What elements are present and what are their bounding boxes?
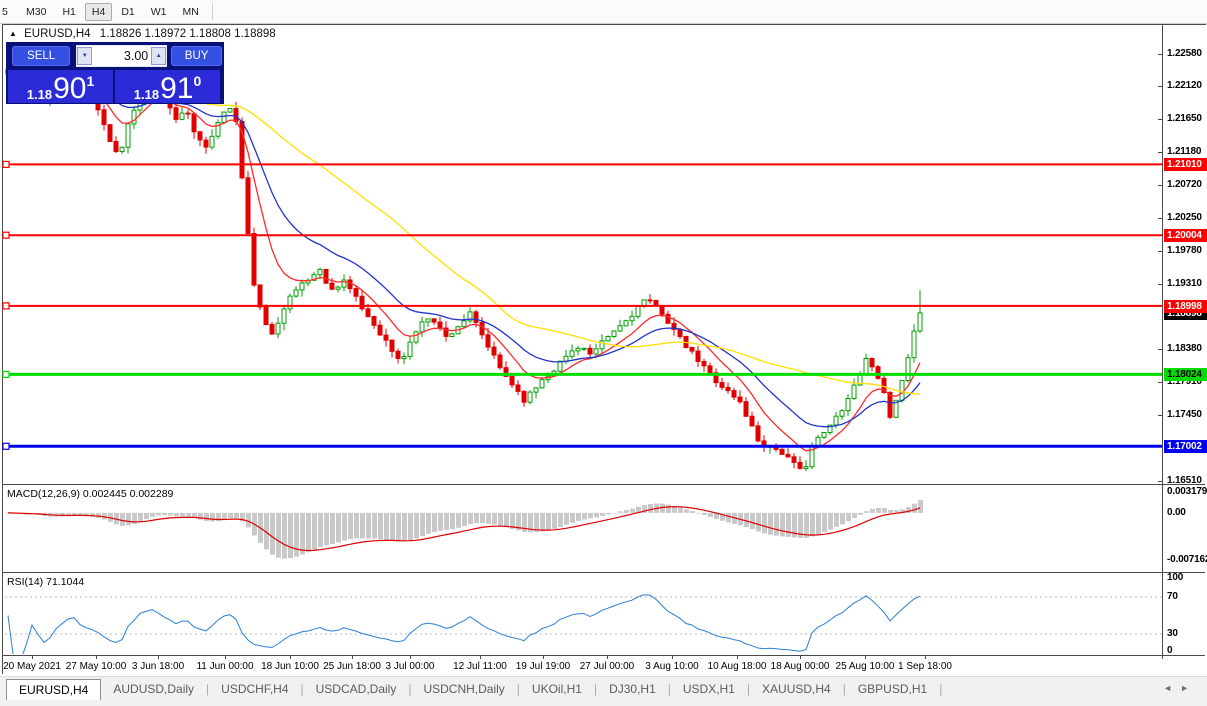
symbol-tab-bar: EURUSD,H4 AUDUSD,Daily | USDCHF,H4 | USDCAD,D…: [0, 676, 1207, 706]
volume-input[interactable]: [92, 47, 152, 65]
tab-dj30-h1[interactable]: DJ30,H1: [609, 682, 656, 696]
chart-ohlc-values: 1.18826 1.18972 1.18808 1.18898: [99, 28, 276, 40]
timeframe-button-d1[interactable]: D1: [121, 5, 135, 18]
tab-divider: |: [746, 682, 751, 696]
up-arrow-icon: ▲: [155, 53, 162, 59]
collapse-triangle-icon[interactable]: ▲: [9, 29, 17, 38]
sell-price-digits: 90: [53, 72, 87, 105]
one-click-trading-panel: SELL ▼ ▲ BUY 1.18 90 1 1.18 91 0: [6, 42, 224, 104]
tab-gbpusd-h1[interactable]: GBPUSD,H1: [857, 682, 928, 696]
timeframe-button-m30[interactable]: M30: [26, 5, 47, 18]
buy-price-prefix: 1.18: [133, 87, 160, 102]
volume-decrease-button[interactable]: ▼: [77, 47, 93, 65]
tab-divider: |: [516, 682, 520, 696]
tab-audusd-daily[interactable]: AUDUSD,Daily: [113, 682, 195, 696]
tab-usdx-h1[interactable]: USDX,H1: [682, 682, 735, 696]
rsi-indicator-label: RSI(14) 71.1044: [7, 576, 85, 588]
buy-price-pipette: 0: [193, 73, 202, 89]
price-axis-line: [1162, 25, 1163, 659]
macd-indicator-label: MACD(12,26,9) 0.002445 0.002289: [7, 488, 174, 500]
volume-increase-button[interactable]: ▲: [151, 47, 167, 65]
tab-xauusd-h4[interactable]: XAUUSD,H4: [762, 682, 831, 696]
macd-pane-separator[interactable]: [3, 484, 1205, 485]
chart-symbol-label: EURUSD,H4: [24, 28, 91, 40]
time-axis-line: [3, 655, 1205, 656]
toolbar-separator: [211, 3, 213, 20]
tab-divider: |: [206, 682, 210, 696]
buy-price-digits: 91: [160, 72, 194, 105]
timeframe-button-w1[interactable]: W1: [150, 5, 167, 18]
tab-usdcnh-daily[interactable]: USDCNH,Daily: [423, 682, 505, 696]
tab-divider: |: [593, 682, 598, 696]
buy-price-display[interactable]: 1.18 91 0: [115, 70, 220, 105]
timeframe-toolbar: 5 M30 H1 H4 D1 W1 MN: [0, 0, 1207, 24]
tab-scroll-left-icon[interactable]: ◄: [1163, 683, 1181, 693]
tab-divider: |: [667, 682, 671, 696]
chart-ohlc-header: ▲ EURUSD,H4 1.18826 1.18972 1.18808 1.18…: [9, 28, 276, 40]
tab-divider: |: [408, 682, 412, 696]
chart-window: [2, 24, 1206, 674]
sell-price-display[interactable]: 1.18 90 1: [8, 70, 113, 105]
tab-ukoil-h1[interactable]: UKOil,H1: [531, 682, 582, 696]
tab-usdcad-daily[interactable]: USDCAD,Daily: [315, 682, 397, 696]
rsi-pane-separator[interactable]: [3, 572, 1205, 573]
tab-scroll-arrows: ◄►: [1163, 679, 1197, 693]
tab-divider: |: [300, 682, 304, 696]
timeframe-button-5[interactable]: 5: [2, 5, 8, 18]
tab-usdchf-h4[interactable]: USDCHF,H4: [221, 682, 289, 696]
buy-button[interactable]: BUY: [171, 46, 222, 66]
down-arrow-icon: ▼: [81, 53, 88, 59]
sell-price-prefix: 1.18: [26, 87, 53, 102]
tab-eurusd-h4[interactable]: EURUSD,H4: [6, 679, 102, 700]
timeframe-button-mn[interactable]: MN: [182, 5, 199, 18]
tab-divider: |: [842, 682, 846, 696]
timeframe-button-h1[interactable]: H1: [62, 5, 76, 18]
sell-price-pipette: 1: [86, 73, 95, 89]
tab-divider: |: [939, 682, 943, 696]
volume-spinner: ▼ ▲: [76, 45, 168, 67]
tab-scroll-right-icon[interactable]: ►: [1180, 683, 1197, 693]
timeframe-button-h4[interactable]: H4: [84, 2, 113, 21]
sell-button[interactable]: SELL: [12, 46, 71, 66]
